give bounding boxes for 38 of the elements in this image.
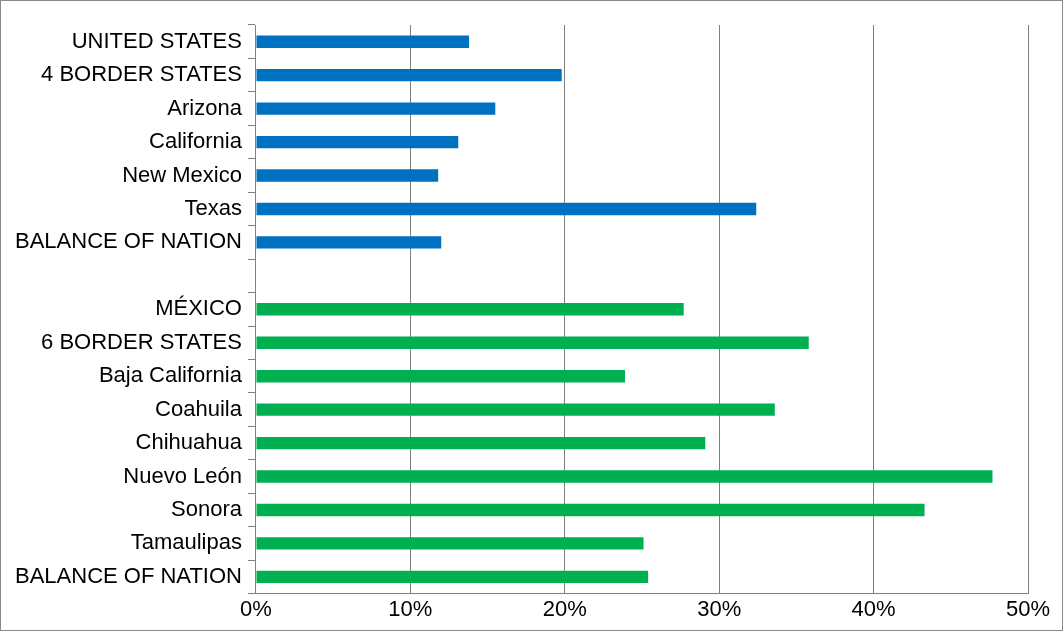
y-tick-label: 6 BORDER STATES bbox=[41, 328, 242, 354]
bar bbox=[256, 336, 809, 349]
x-tick-label: 50% bbox=[1005, 595, 1051, 621]
bar bbox=[256, 537, 644, 550]
bar bbox=[256, 503, 925, 517]
x-tick-label: 0% bbox=[240, 595, 272, 621]
y-tick-label: MÉXICO bbox=[155, 295, 242, 321]
y-tick-label: UNITED STATES bbox=[71, 27, 242, 53]
y-tick-label: Chihuahua bbox=[135, 429, 243, 455]
x-tick-label: 40% bbox=[851, 595, 896, 621]
bar bbox=[256, 202, 757, 216]
y-tick-label: New Mexico bbox=[122, 161, 242, 187]
bar bbox=[256, 68, 562, 82]
x-tick-label: 20% bbox=[542, 595, 587, 621]
y-tick-label: Tamaulipas bbox=[130, 529, 242, 555]
bar bbox=[256, 470, 993, 483]
x-tick-label: 10% bbox=[388, 595, 433, 621]
bar bbox=[256, 236, 442, 249]
bar bbox=[256, 570, 649, 584]
y-tick-label: Texas bbox=[184, 195, 242, 221]
bar bbox=[256, 436, 706, 450]
y-tick-label: Baja California bbox=[98, 362, 243, 388]
bar bbox=[256, 169, 439, 182]
y-tick-label: Arizona bbox=[167, 94, 243, 120]
bar bbox=[256, 35, 470, 48]
y-tick-label: Nuevo León bbox=[123, 462, 242, 488]
bar bbox=[256, 403, 775, 416]
bar bbox=[256, 135, 459, 149]
y-tick-label: 4 BORDER STATES bbox=[41, 61, 242, 87]
y-tick-label: California bbox=[149, 128, 243, 154]
x-tick-label: 30% bbox=[697, 595, 742, 621]
bar bbox=[256, 303, 684, 316]
bar bbox=[256, 370, 625, 383]
y-tick-label: Coahuila bbox=[155, 395, 243, 421]
y-tick-label: BALANCE OF NATION bbox=[14, 228, 242, 254]
y-tick-label: BALANCE OF NATION bbox=[14, 562, 242, 588]
y-tick-label: Sonora bbox=[171, 496, 243, 522]
bar bbox=[256, 102, 496, 115]
